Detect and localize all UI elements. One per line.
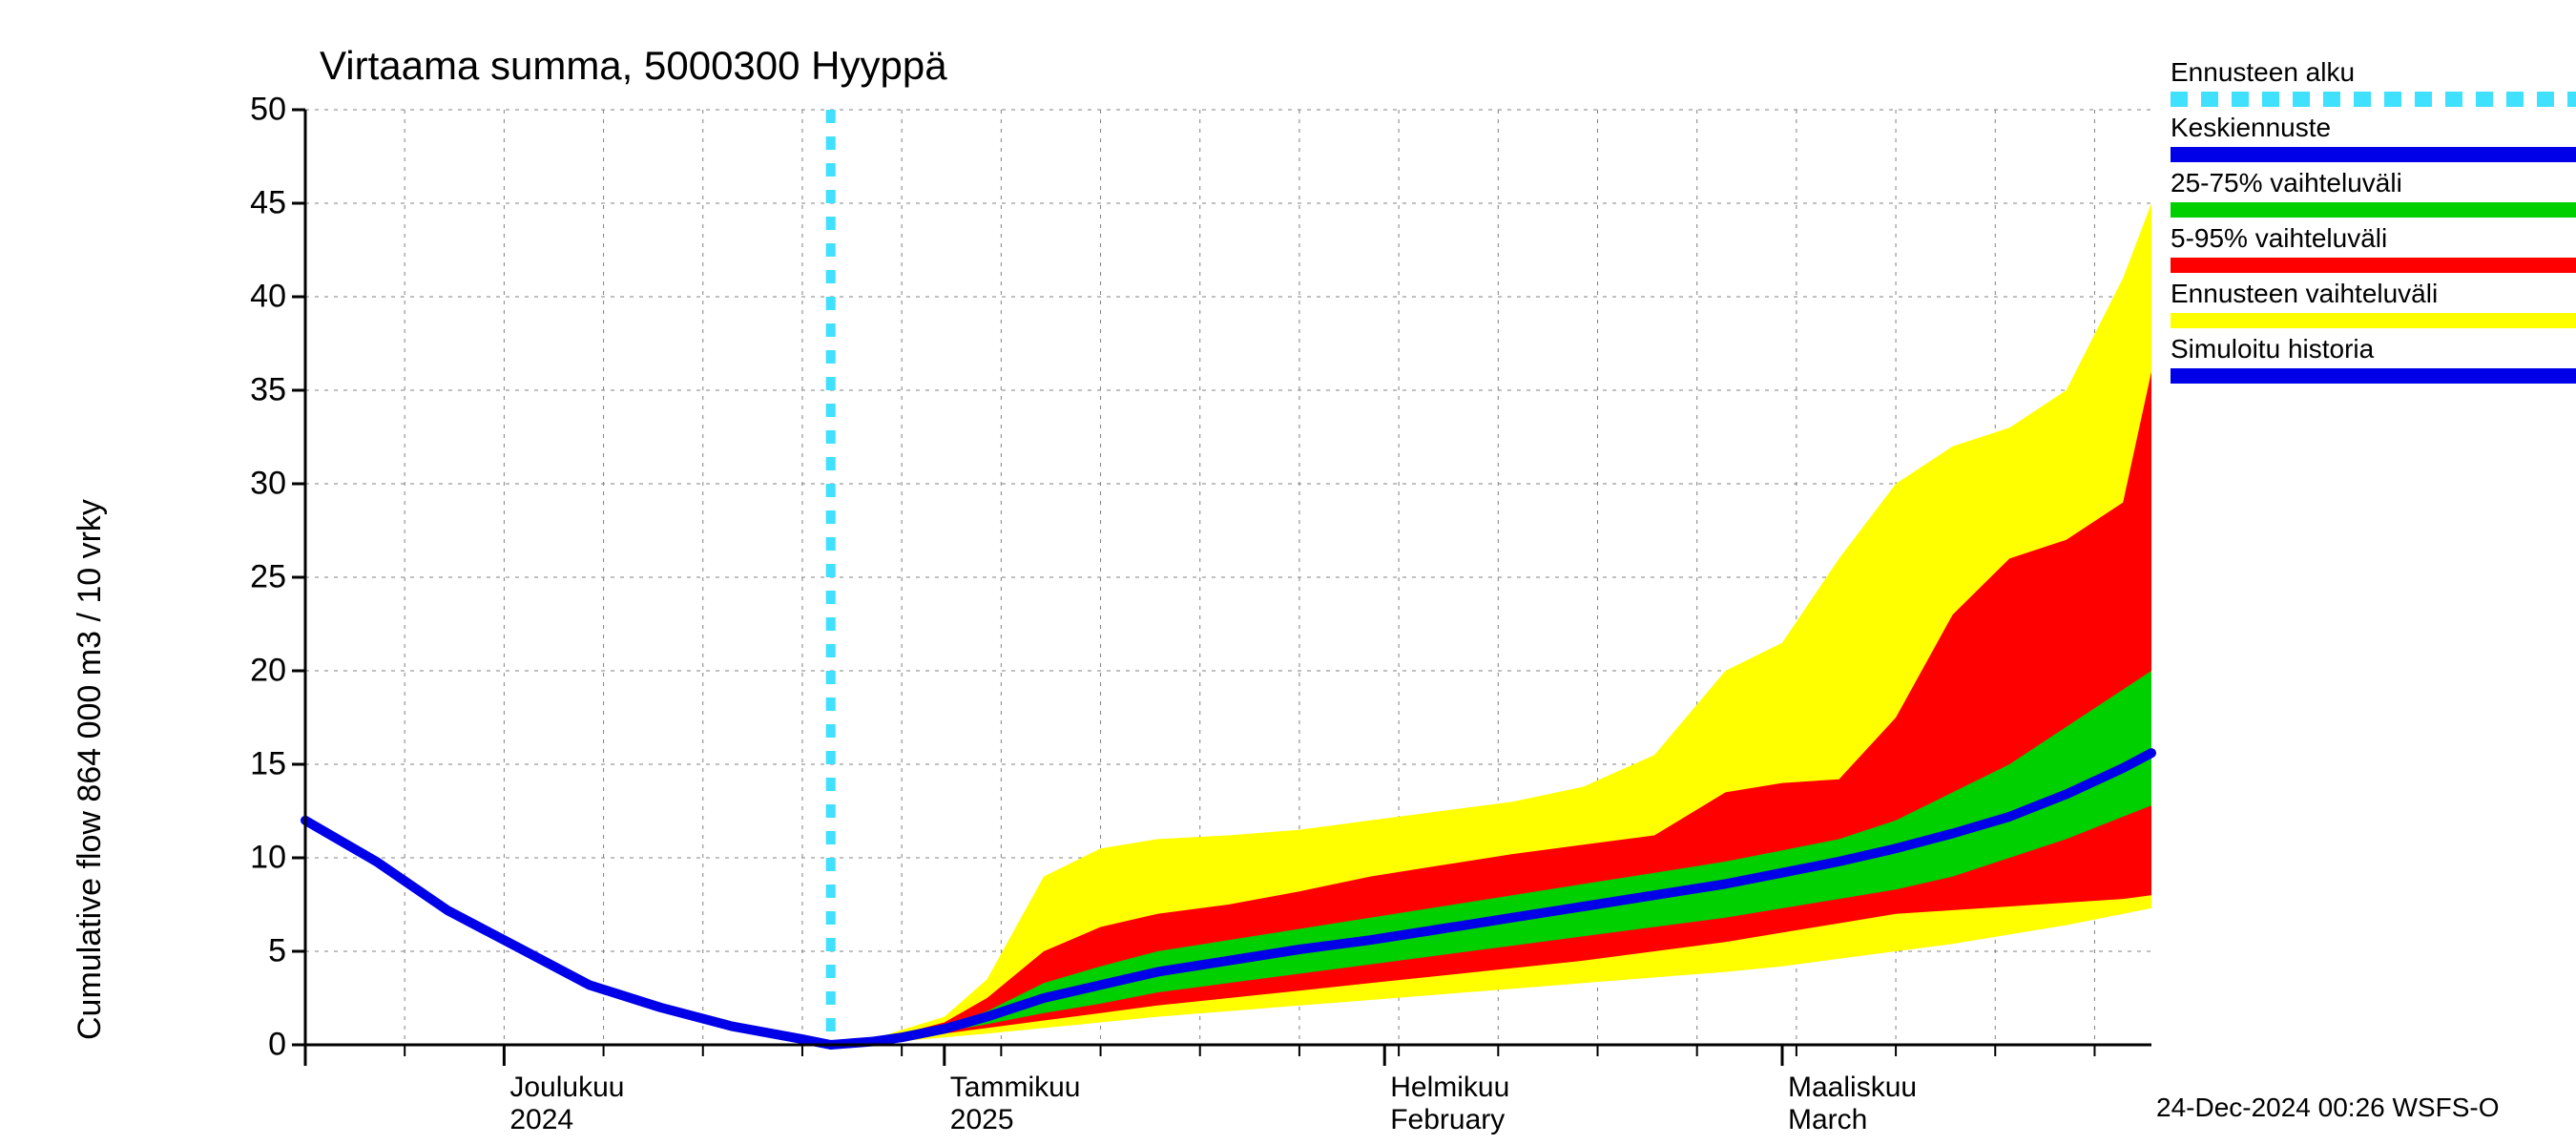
x-tick-label: Joulukuu2024 (509, 1072, 624, 1136)
legend: Ennusteen alku Keskiennuste 25-75% vaihtel… (2171, 57, 2576, 389)
legend-item: 5-95% vaihteluväli (2171, 223, 2576, 273)
footer-timestamp: 24-Dec-2024 00:26 WSFS-O (2156, 1093, 2500, 1123)
y-tick-label: 20 (219, 653, 286, 690)
legend-label: Simuloitu historia (2171, 334, 2576, 364)
legend-label: Keskiennuste (2171, 113, 2576, 143)
y-tick-label: 45 (219, 185, 286, 222)
legend-item: Ennusteen alku (2171, 57, 2576, 107)
legend-item: 25-75% vaihteluväli (2171, 168, 2576, 218)
y-tick-label: 5 (219, 933, 286, 970)
legend-swatch (2171, 202, 2576, 218)
y-tick-label: 15 (219, 746, 286, 783)
legend-label: 5-95% vaihteluväli (2171, 223, 2576, 254)
x-tick-label: Tammikuu2025 (950, 1072, 1081, 1136)
y-tick-label: 10 (219, 840, 286, 877)
legend-swatch (2171, 147, 2576, 162)
y-tick-label: 40 (219, 279, 286, 316)
y-axis-label: Cumulative flow 864 000 m3 / 10 vrky (72, 499, 109, 1040)
y-tick-label: 35 (219, 372, 286, 409)
legend-label: Ennusteen alku (2171, 57, 2576, 88)
legend-swatch (2171, 368, 2576, 384)
x-tick-label: MaaliskuuMarch (1788, 1072, 1917, 1136)
legend-swatch (2171, 258, 2576, 273)
x-tick-label: HelmikuuFebruary (1390, 1072, 1509, 1136)
legend-item: Keskiennuste (2171, 113, 2576, 162)
legend-label: 25-75% vaihteluväli (2171, 168, 2576, 198)
chart-title: Virtaama summa, 5000300 Hyyppä (320, 43, 947, 89)
legend-swatch (2171, 313, 2576, 328)
legend-swatch (2171, 92, 2576, 107)
y-tick-label: 50 (219, 92, 286, 129)
plot-area (305, 110, 2151, 1045)
legend-item: Simuloitu historia (2171, 334, 2576, 384)
y-tick-label: 30 (219, 466, 286, 503)
chart-container: Virtaama summa, 5000300 Hyyppä Cumulativ… (0, 0, 2576, 1145)
y-tick-label: 25 (219, 559, 286, 596)
legend-item: Ennusteen vaihteluväli (2171, 279, 2576, 328)
y-tick-label: 0 (219, 1027, 286, 1064)
legend-label: Ennusteen vaihteluväli (2171, 279, 2576, 309)
